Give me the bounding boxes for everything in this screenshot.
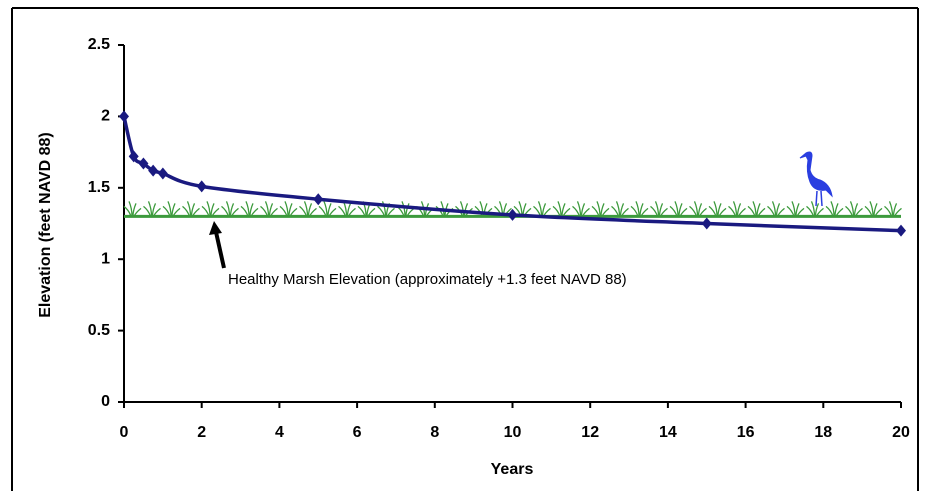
grass: [689, 201, 707, 217]
grass: [494, 201, 512, 217]
x-tick-label: 2: [197, 424, 206, 441]
grass: [474, 201, 493, 217]
grass: [513, 201, 532, 217]
x-tick-label: 16: [737, 424, 755, 441]
grass: [669, 201, 688, 217]
grass: [747, 201, 766, 217]
y-tick-label: 2: [101, 108, 110, 125]
x-tick-label: 20: [892, 424, 910, 441]
grass: [786, 201, 805, 217]
grass: [591, 201, 610, 217]
y-axis-title: Elevation (feet NAVD 88): [37, 132, 54, 318]
x-tick-label: 4: [275, 424, 284, 441]
grass: [182, 201, 200, 217]
grass: [884, 201, 902, 217]
grass: [455, 201, 473, 217]
point: [119, 110, 129, 123]
grass: [299, 201, 317, 217]
heron: [799, 151, 833, 207]
point: [196, 180, 207, 193]
x-tick-label: 12: [581, 424, 599, 441]
grass: [845, 201, 863, 217]
point: [313, 193, 324, 206]
grass: [338, 201, 356, 217]
grass: [806, 201, 824, 217]
x-tick-label: 14: [659, 424, 677, 441]
y-tick-label: 0.5: [88, 322, 110, 339]
grass: [708, 201, 727, 217]
x-tick-label: 6: [353, 424, 362, 441]
grass: [377, 201, 395, 217]
point: [701, 217, 712, 230]
grass: [260, 201, 278, 217]
grass: [357, 201, 376, 217]
grass: [767, 201, 785, 217]
point: [507, 208, 518, 221]
grass: [572, 201, 590, 217]
grass: [318, 201, 337, 217]
point: [138, 157, 149, 170]
grass: [630, 201, 649, 217]
y-tick-label: 1.5: [88, 179, 110, 196]
x-tick-label: 10: [504, 424, 522, 441]
grass: [728, 201, 746, 217]
grass: [201, 201, 220, 217]
x-tick-label: 8: [430, 424, 439, 441]
x-axis-title: Years: [491, 461, 534, 478]
grass: [552, 201, 571, 217]
grass: [533, 201, 551, 217]
grass: [240, 201, 259, 217]
point: [128, 150, 139, 163]
y-tick-label: 2.5: [88, 36, 110, 53]
point: [896, 224, 906, 237]
grass: [825, 201, 844, 217]
grass: [221, 201, 239, 217]
grass: [611, 201, 629, 217]
y-tick-label: 1: [101, 250, 110, 267]
grass: [396, 201, 415, 217]
x-tick-label: 18: [814, 424, 832, 441]
grass: [143, 201, 161, 217]
y-tick-label: 0: [101, 393, 110, 410]
grass: [123, 201, 142, 217]
x-tick-label: 0: [120, 424, 129, 441]
grass: [279, 201, 298, 217]
annotation: Healthy Marsh Elevation (approximately +…: [228, 271, 627, 288]
grass: [650, 201, 668, 217]
grass: [864, 201, 883, 217]
grass: [162, 201, 181, 217]
arrow: [209, 221, 226, 269]
point: [148, 164, 159, 177]
point: [157, 167, 168, 180]
